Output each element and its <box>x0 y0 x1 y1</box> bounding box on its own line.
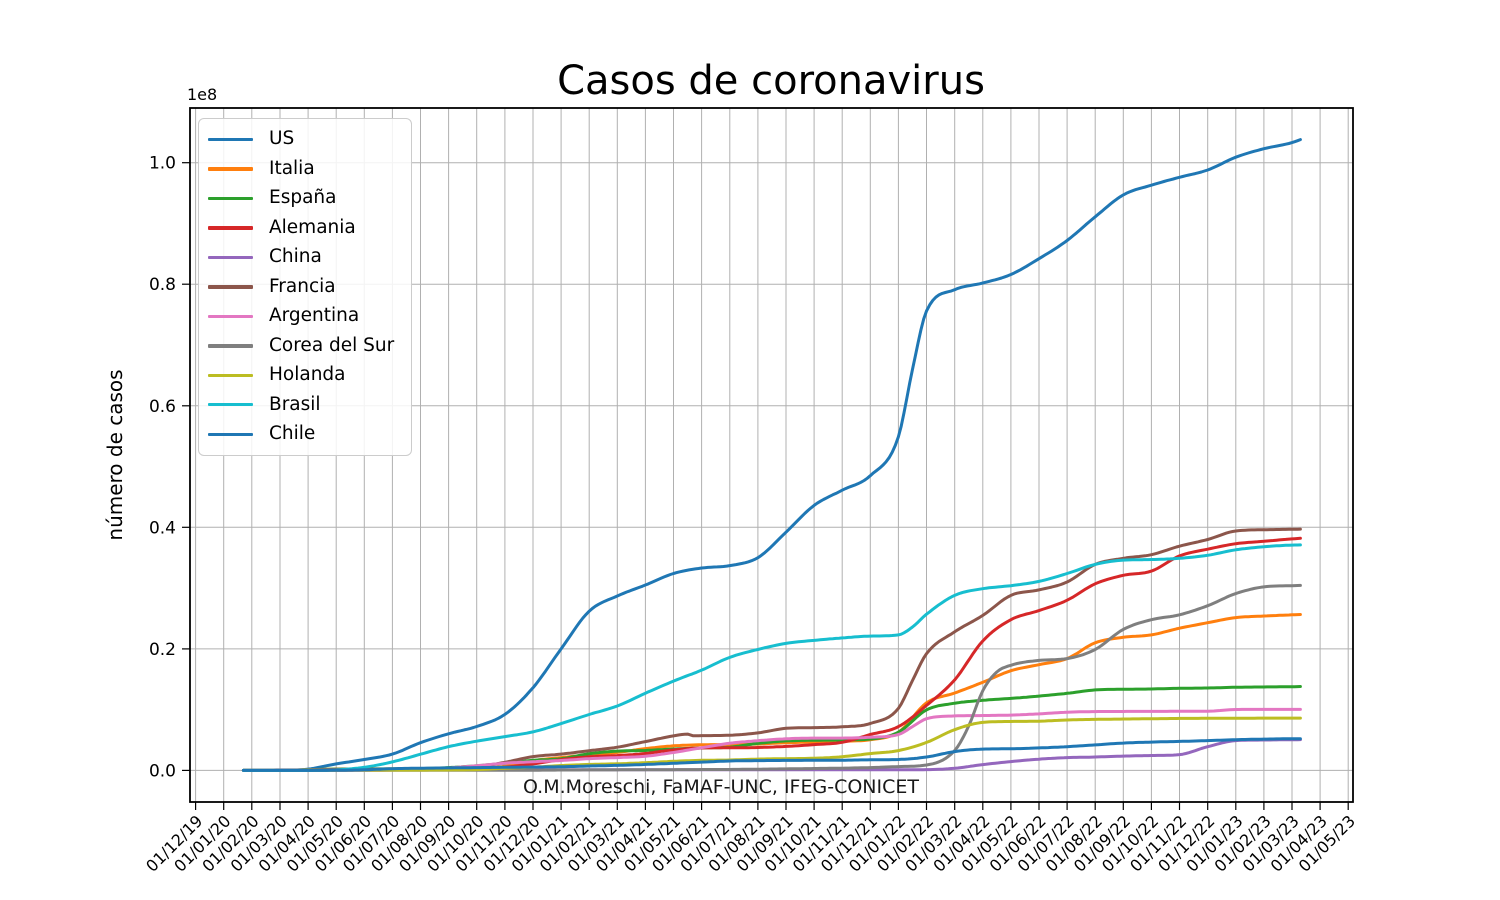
plot-area-border <box>189 107 1354 803</box>
legend-line-sample <box>208 196 253 201</box>
legend-line-sample <box>208 255 253 260</box>
y-tick-label: 0.8 <box>149 275 176 295</box>
legend-item-corea-del-sur: Corea del Sur <box>207 331 403 360</box>
legend-item-china: China <box>207 243 403 272</box>
series-line-us <box>241 138 1302 772</box>
legend-label: Holanda <box>269 364 346 386</box>
y-tick-label: 0.2 <box>149 640 176 660</box>
tick-label-layer: 01/12/1901/01/2001/02/2001/03/2001/04/20… <box>142 154 1359 876</box>
legend-label: Francia <box>269 275 336 297</box>
legend: US Italia España Alemania China Francia Argent… <box>198 118 412 456</box>
y-offset-label: 1e8 <box>187 85 217 104</box>
legend-item-francia: Francia <box>207 272 403 301</box>
chart-title: Casos de coronavirus <box>557 58 985 104</box>
legend-item-españa: España <box>207 184 403 213</box>
legend-line-sample <box>208 138 253 142</box>
legend-label: Corea del Sur <box>269 334 395 356</box>
y-axis-label: número de casos <box>103 369 127 540</box>
legend-label: Italia <box>269 157 315 179</box>
legend-item-argentina: Argentina <box>207 302 403 331</box>
y-tick-label: 0.4 <box>149 518 176 538</box>
legend-item-italia: Italia <box>207 155 403 184</box>
legend-line-sample <box>208 226 253 230</box>
series-line-holanda <box>241 716 1302 772</box>
legend-item-holanda: Holanda <box>207 361 403 390</box>
legend-item-alemania: Alemania <box>207 214 403 243</box>
y-tick-label: 0.0 <box>149 761 176 781</box>
legend-label: China <box>269 246 322 268</box>
legend-label: Brasil <box>269 393 321 415</box>
watermark-text: O.M.Moreschi, FaMAF-UNC, IFEG-CONICET <box>523 776 919 798</box>
legend-label: US <box>269 128 295 150</box>
legend-line-sample <box>208 432 253 436</box>
legend-line-sample <box>208 285 253 289</box>
legend-label: España <box>269 187 337 209</box>
tick-layer <box>182 162 1349 810</box>
legend-line-sample <box>208 344 253 348</box>
legend-item-chile: Chile <box>207 420 403 449</box>
series-layer <box>241 138 1302 772</box>
series-line-alemania <box>241 536 1302 772</box>
series-line-brasil <box>241 543 1302 772</box>
series-line-chile <box>241 737 1302 772</box>
y-tick-label: 1.0 <box>149 154 176 174</box>
legend-item-us: US <box>207 125 403 154</box>
legend-line-sample <box>208 314 253 319</box>
series-line-francia <box>241 527 1302 772</box>
legend-label: Alemania <box>269 216 356 238</box>
legend-label: Chile <box>269 423 316 444</box>
legend-line-sample <box>208 373 253 378</box>
y-tick-label: 0.6 <box>149 397 176 417</box>
legend-item-brasil: Brasil <box>207 390 403 419</box>
legend-label: Argentina <box>269 305 360 327</box>
legend-line-sample <box>208 167 253 171</box>
legend-line-sample <box>208 403 253 407</box>
